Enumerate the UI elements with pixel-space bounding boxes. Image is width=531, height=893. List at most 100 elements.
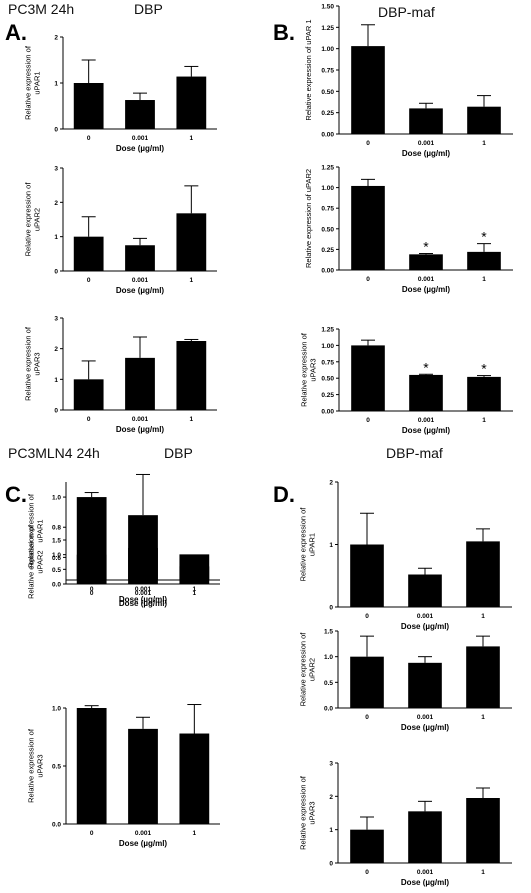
chart-b-1-x-tick-label: 1: [482, 140, 486, 147]
chart-a-2-x-tick-label: 1: [190, 277, 194, 284]
chart-d-2-bar: [466, 646, 500, 708]
chart-d-1-x-tick-label: 0: [365, 613, 369, 620]
chart-d-3-x-tick-label: 0.001: [417, 869, 434, 876]
chart-d-2-y-tick-label: 1.5: [324, 629, 333, 636]
chart-c-2-y-tick-label: 1.5: [52, 538, 61, 545]
chart-b-3-significance-star: *: [481, 361, 487, 377]
chart-a-3-y-label: Relative expression of: [24, 326, 33, 401]
chart-d-1-y-tick-label: 0: [329, 605, 333, 612]
chart-d-1-x-tick-label: 1: [481, 613, 485, 620]
chart-a-2-y-tick-label: 0: [54, 269, 58, 276]
chart-d-2-x-tick-label: 1: [481, 714, 485, 721]
chart-b-1-y-tick-label: 0.75: [321, 68, 334, 75]
chart-b-3-bar: [351, 345, 385, 411]
chart-b-1-y-tick-label: 1.00: [321, 46, 334, 53]
chart-c-2-y-tick-label: 1.0: [52, 552, 61, 559]
chart-a-2-x-label: Dose (µg/ml): [116, 286, 165, 295]
chart-c-3-bar: [76, 708, 107, 824]
chart-c-3-y-tick-label: 0.0: [52, 822, 61, 829]
chart-d-1-y-label: Relative expression of: [299, 507, 308, 582]
chart-d-2-y-tick-label: 0.5: [324, 680, 333, 687]
chart-a-1-y-label: Relative expression of: [24, 45, 33, 120]
chart-d-1-bar: [408, 574, 442, 607]
chart-b-1-y-tick-label: 1.50: [321, 4, 334, 11]
chart-b-3-x-label: Dose (µg/ml): [402, 426, 451, 435]
chart-a-3-y-tick-label: 2: [54, 346, 58, 353]
chart-b-1-x-label: Dose (µg/ml): [402, 149, 451, 158]
chart-d-1-bar: [466, 541, 500, 607]
chart-d-3-x-tick-label: 1: [481, 869, 485, 876]
chart-a-2-y-tick-label: 3: [54, 166, 58, 173]
chart-b-3-y-tick-label: 0.25: [321, 392, 334, 399]
chart-c-2-y-tick-label: 0.5: [52, 567, 61, 574]
chart-c-3-y-tick-label: 1.0: [52, 706, 61, 713]
chart-a-1-y-tick-label: 1: [54, 81, 58, 88]
chart-c-2-bar: [76, 554, 107, 584]
chart-a-1-bar: [125, 100, 155, 129]
chart-a-3-bar: [176, 341, 207, 410]
chart-d-3-y-label: Relative expression of: [299, 775, 308, 850]
chart-a-2-y-tick-label: 2: [54, 200, 58, 207]
chart-b-1-bar: [467, 106, 501, 134]
chart-a-2-bar: [125, 245, 155, 271]
chart-b-2-y-tick-label: 0.25: [321, 247, 334, 254]
chart-c-2-y-tick-label: 0.0: [52, 582, 61, 589]
header-top-cell-line: PC3M 24h: [8, 1, 75, 17]
chart-c-1-y-tick-label: 1.0: [52, 495, 61, 502]
chart-b-1-y-tick-label: 0.50: [321, 89, 334, 96]
chart-b-3-x-tick-label: 0: [366, 417, 370, 424]
chart-b-2-y-label: Relative expression of uPAR2: [304, 169, 313, 268]
chart-c-2-x-tick-label: 0.001: [135, 590, 152, 597]
chart-c-1-x-tick-label: 0.001: [135, 586, 152, 593]
chart-b-1-bar: [351, 46, 385, 134]
chart-b-2-bar: [351, 185, 385, 270]
chart-a-2-y-label: uPAR2: [33, 208, 42, 231]
chart-b-2-y-tick-label: 1.25: [321, 165, 334, 172]
chart-d-1-x-label: Dose (µg/ml): [401, 622, 450, 631]
chart-c-3-bar: [128, 728, 158, 824]
chart-c-3-x-tick-label: 1: [193, 830, 197, 837]
header-top-dbp: DBP: [134, 1, 163, 17]
chart-d-2-x-label: Dose (µg/ml): [401, 723, 450, 732]
chart-c-1-x-tick-label: 0: [90, 586, 94, 593]
chart-b-1-x-tick-label: 0: [366, 140, 370, 147]
chart-c-3-x-tick-label: 0: [90, 830, 94, 837]
chart-a-1-y-tick-label: 0: [54, 127, 58, 134]
chart-d-2-bar: [350, 656, 384, 708]
chart-b-1-y-tick-label: 0.00: [321, 132, 334, 139]
chart-c-2-x-tick-label: 1: [193, 590, 197, 597]
chart-a-2-bar: [73, 236, 104, 271]
chart-d-2-y-label: Relative expression of: [299, 632, 308, 707]
header-bottom-dbp-maf: DBP-maf: [386, 445, 443, 461]
chart-a-3-x-tick-label: 1: [190, 416, 194, 423]
chart-a-2-y-tick-label: 1: [54, 234, 58, 241]
chart-d-2-y-tick-label: 0.0: [324, 706, 333, 713]
chart-a-3-bar: [73, 379, 104, 410]
chart-a-2-bar: [176, 213, 207, 271]
chart-b-3-bar: [467, 376, 501, 411]
chart-b-3-y-tick-label: 0.50: [321, 376, 334, 383]
chart-d-2-y-tick-label: 1.0: [324, 654, 333, 661]
chart-b-3-y-tick-label: 0.00: [321, 409, 334, 416]
chart-d-3-bar: [466, 798, 500, 863]
chart-b-1-y-tick-label: 0.25: [321, 110, 334, 117]
panel-label-b: B.: [273, 20, 295, 45]
chart-a-1-bar: [73, 83, 104, 129]
header-bottom-cell-line: PC3MLN4 24h: [8, 445, 100, 461]
chart-c-2-x-tick-label: 0: [90, 590, 94, 597]
chart-d-3-bar: [408, 811, 442, 863]
chart-a-2-x-tick-label: 0.001: [132, 277, 149, 284]
chart-d-3-x-label: Dose (µg/ml): [401, 878, 450, 887]
chart-d-3-y-tick-label: 1: [329, 827, 333, 834]
chart-c-3-y-tick-label: 0.5: [52, 764, 61, 771]
chart-d-1-y-tick-label: 1: [329, 542, 333, 549]
chart-c-1-y-tick-label: 0.6: [52, 555, 61, 562]
chart-d-2-x-tick-label: 0: [365, 714, 369, 721]
chart-b-1-x-tick-label: 0.001: [418, 140, 435, 147]
chart-c-3-x-label: Dose (µg/ml): [119, 839, 168, 848]
chart-a-3-x-label: Dose (µg/ml): [116, 425, 165, 434]
chart-d-3-x-tick-label: 0: [365, 869, 369, 876]
chart-b-2-bar: [409, 254, 443, 270]
chart-c-3-y-label: Relative expression of: [27, 728, 36, 803]
